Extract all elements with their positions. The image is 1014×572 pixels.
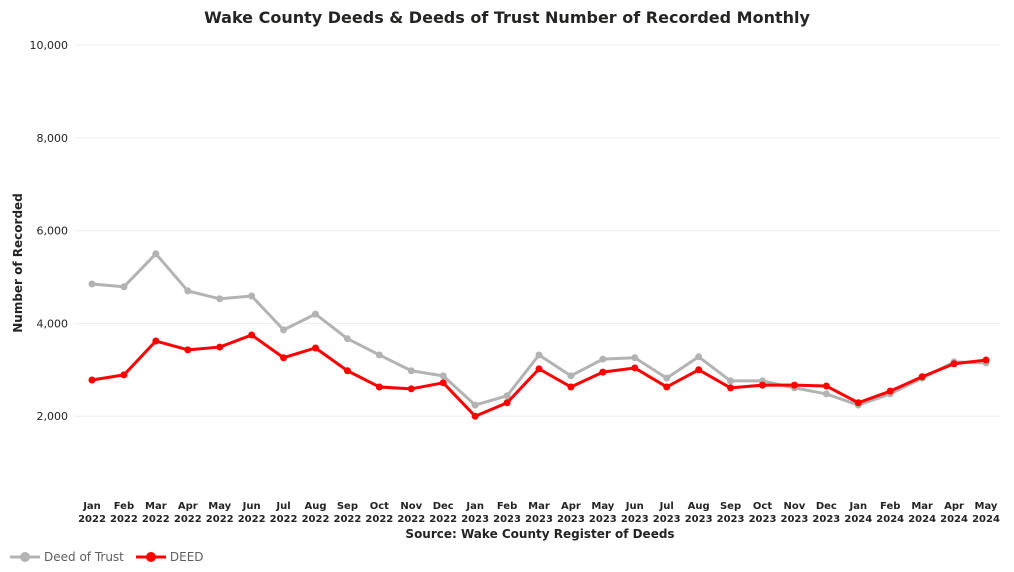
legend-label: DEED	[169, 550, 204, 564]
y-axis-label: Number of Recorded	[11, 193, 25, 333]
y-tick-label: 10,000	[30, 39, 69, 52]
data-point	[280, 354, 288, 362]
data-point	[343, 367, 351, 375]
data-point	[248, 331, 256, 339]
x-tick-label: Sep 2023	[717, 501, 745, 525]
y-tick-label: 2,000	[37, 410, 69, 423]
chart-title: Wake County Deeds & Deeds of Trust Numbe…	[204, 8, 810, 27]
data-point	[599, 368, 607, 376]
x-tick-label: Dec 2022	[429, 501, 457, 525]
x-tick-label: Mar 2023	[525, 501, 553, 525]
x-tick-label: Aug 2023	[685, 501, 713, 525]
data-point	[216, 295, 224, 303]
x-tick-label: Nov 2023	[781, 501, 809, 525]
data-point	[407, 385, 415, 393]
data-point	[184, 346, 192, 354]
data-point	[407, 367, 415, 375]
x-tick-label: May 2022	[206, 501, 234, 525]
data-point	[280, 326, 288, 334]
data-point	[950, 360, 958, 368]
data-point	[599, 355, 607, 363]
data-point	[567, 372, 575, 380]
data-point	[695, 366, 703, 374]
x-tick-label: Mar 2022	[142, 501, 170, 525]
data-point	[727, 384, 735, 392]
data-point	[535, 351, 543, 359]
data-point	[375, 351, 383, 359]
x-tick-label: Nov 2022	[397, 501, 425, 525]
data-point	[88, 280, 96, 288]
series-line	[91, 252, 987, 407]
x-tick-label: May 2023	[589, 501, 617, 525]
legend: Deed of Trust DEED	[10, 550, 204, 564]
data-point	[790, 381, 798, 389]
data-point	[759, 381, 766, 389]
data-point	[886, 387, 894, 395]
x-tick-label: Jan 2022	[78, 501, 106, 525]
data-point	[120, 371, 128, 379]
data-point	[343, 335, 351, 343]
data-point	[663, 383, 671, 391]
data-point	[88, 376, 96, 384]
data-point	[631, 354, 639, 362]
x-tick-label: Aug 2022	[302, 501, 330, 525]
x-tick-label: Feb 2023	[493, 501, 521, 525]
y-tick-label: 8,000	[37, 132, 69, 145]
data-point	[248, 292, 256, 300]
data-point	[854, 399, 862, 407]
x-tick-label: Jul 2023	[653, 501, 681, 525]
y-tick-label: 4,000	[37, 317, 69, 330]
data-point	[152, 250, 160, 258]
x-tick-label: Apr 2022	[174, 501, 202, 525]
x-tick-label: Jul 2022	[270, 501, 298, 525]
x-tick-label: Feb 2022	[110, 501, 138, 525]
data-point	[439, 379, 447, 387]
data-point	[216, 343, 224, 351]
x-tick-label: Oct 2022	[365, 501, 393, 525]
x-tick-label: Mar 2024	[908, 501, 936, 525]
data-point	[631, 364, 639, 372]
legend-item[interactable]: DEED	[135, 550, 204, 564]
x-tick-label: May 2024	[972, 501, 1000, 525]
data-point	[312, 310, 319, 318]
y-tick-label: 6,000	[37, 225, 69, 238]
x-tick-label: Jan 2024	[844, 501, 872, 525]
x-tick-label: Dec 2023	[812, 501, 840, 525]
x-tick-label: Apr 2023	[557, 501, 585, 525]
data-point	[663, 374, 671, 382]
legend-label: Deed of Trust	[44, 550, 124, 564]
data-point	[120, 283, 128, 291]
x-tick-label: Jun 2022	[238, 501, 266, 525]
data-point	[439, 372, 447, 380]
legend-marker-icon	[10, 552, 40, 562]
legend-marker-icon	[135, 552, 166, 562]
data-point	[471, 412, 479, 420]
x-tick-label: Oct 2023	[749, 501, 777, 525]
x-tick-label: Feb 2024	[876, 501, 904, 525]
x-tick-label: Apr 2024	[940, 501, 968, 525]
data-point	[152, 337, 160, 345]
x-tick-label: Jun 2023	[621, 501, 649, 525]
data-point	[982, 356, 990, 364]
data-point	[822, 390, 830, 398]
data-point	[471, 401, 479, 409]
data-point	[184, 287, 192, 295]
data-point	[375, 383, 383, 391]
data-point	[567, 383, 575, 391]
data-point	[822, 382, 830, 390]
data-point	[503, 399, 511, 407]
legend-item[interactable]: Deed of Trust	[10, 550, 124, 564]
x-axis-label: Source: Wake County Register of Deeds	[405, 527, 675, 541]
data-point	[503, 392, 511, 400]
data-point	[312, 344, 319, 352]
data-point	[535, 365, 543, 373]
data-point	[727, 377, 735, 385]
data-point	[918, 373, 926, 381]
x-tick-label: Jan 2023	[461, 501, 489, 525]
data-point	[695, 353, 703, 361]
x-tick-label: Sep 2022	[334, 501, 362, 525]
